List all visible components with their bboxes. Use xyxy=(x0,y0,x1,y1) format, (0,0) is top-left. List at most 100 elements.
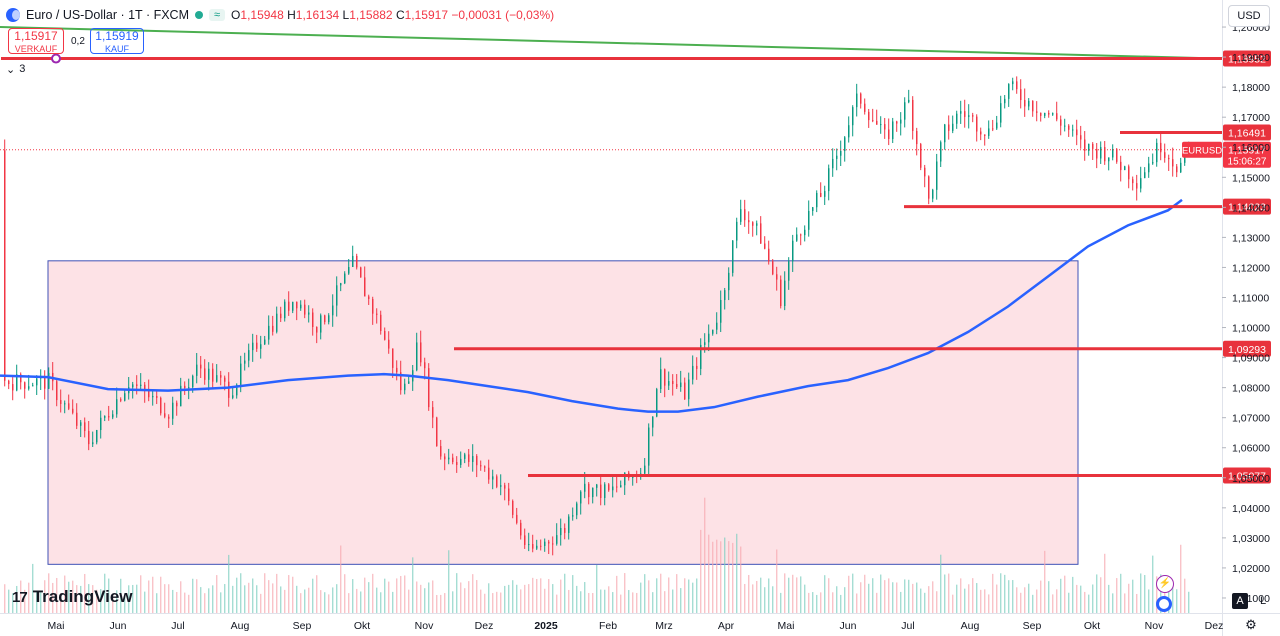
volume-bar xyxy=(724,537,726,613)
sell-button[interactable]: 1,15917 VERKAUF xyxy=(8,28,64,54)
candle-body xyxy=(668,381,670,386)
log-scale-button[interactable]: L xyxy=(1259,595,1267,607)
volume-bar xyxy=(1080,585,1082,613)
y-tick-label: 1,06000 xyxy=(1232,443,1270,455)
price-level-label: 1,05077 xyxy=(1228,470,1266,482)
symbol-title[interactable]: Euro / US-Dollar · 1T · FXCM xyxy=(26,8,189,22)
price-level-tag xyxy=(1223,124,1271,141)
candle-body xyxy=(516,514,518,523)
candle-body xyxy=(20,374,22,383)
volume-bar xyxy=(480,589,482,613)
volume-bar xyxy=(792,574,794,613)
candle-body xyxy=(192,375,194,388)
volume-bar xyxy=(588,592,590,613)
volume-bar xyxy=(604,589,606,613)
candle-body xyxy=(316,327,318,333)
indicator-toggle[interactable]: ⌄ 3 xyxy=(6,62,25,76)
volume-bar xyxy=(892,582,894,613)
volume-bar xyxy=(884,580,886,613)
bolt-icon[interactable]: ⚡ xyxy=(1156,575,1174,593)
volume-bar xyxy=(1044,550,1046,613)
candle-body xyxy=(1080,135,1082,140)
candle-body xyxy=(1016,81,1018,90)
volume-bar xyxy=(932,581,934,613)
candle-body xyxy=(592,487,594,498)
volume-bar xyxy=(968,584,970,613)
candle-body xyxy=(432,407,434,418)
volume-bar xyxy=(1176,589,1178,613)
currency-button[interactable]: USD xyxy=(1228,5,1270,27)
volume-bar xyxy=(996,584,998,613)
candle-body xyxy=(340,283,342,286)
volume-bar xyxy=(452,591,454,613)
volume-bar xyxy=(1184,578,1186,613)
candle-body xyxy=(604,484,606,498)
candle-body xyxy=(780,279,782,306)
candle-body xyxy=(808,210,810,230)
candle-body xyxy=(488,467,490,480)
candle-body xyxy=(88,430,90,445)
candle-body xyxy=(536,545,538,549)
volume-bar xyxy=(772,586,774,613)
candle-body xyxy=(64,403,66,405)
volume-bar xyxy=(648,580,650,613)
candle-body xyxy=(228,381,230,398)
volume-bar xyxy=(924,592,926,613)
tradingview-logo[interactable]: 17 TradingView xyxy=(12,587,133,606)
candle-body xyxy=(140,384,142,387)
volume-bar xyxy=(872,578,874,613)
gear-icon[interactable]: ⚙ xyxy=(1245,617,1257,632)
indicator-circle-icon[interactable] xyxy=(1156,596,1172,612)
price-level-tag xyxy=(1223,340,1271,357)
support-zone xyxy=(47,260,1079,565)
volume-bar xyxy=(68,581,70,613)
volume-bar xyxy=(152,576,154,613)
buy-button[interactable]: 1,15919 KAUF xyxy=(90,28,144,54)
candle-body xyxy=(644,465,646,474)
candle-body xyxy=(956,113,958,124)
volume-bar xyxy=(348,593,350,613)
volume-bar xyxy=(1104,553,1106,613)
candle-body xyxy=(348,267,350,274)
candle-body xyxy=(48,372,50,389)
volume-bar xyxy=(304,589,306,613)
volume-bar xyxy=(236,577,238,613)
candle-body xyxy=(180,385,182,407)
candle-body xyxy=(176,402,178,407)
volume-bar xyxy=(120,578,122,613)
candle-body xyxy=(276,313,278,332)
volume-bar xyxy=(432,580,434,613)
volume-bar xyxy=(412,557,414,613)
x-tick-label: Mrz xyxy=(655,620,673,632)
last-price-tag xyxy=(1223,141,1271,168)
volume-bar xyxy=(24,589,26,613)
candle-body xyxy=(624,472,626,486)
volume-bar xyxy=(344,574,346,613)
candle-body xyxy=(952,123,954,131)
candle-body xyxy=(8,380,10,385)
volume-bar xyxy=(980,589,982,613)
candle-body xyxy=(856,93,858,108)
volume-bar xyxy=(472,574,474,613)
auto-scale-button[interactable]: A xyxy=(1232,593,1248,609)
volume-bar xyxy=(908,579,910,613)
candle-body xyxy=(888,129,890,139)
volume-bar xyxy=(184,592,186,613)
x-tick-label: Sep xyxy=(1023,620,1042,632)
volume-bar xyxy=(576,585,578,613)
price-change: −0,00031 (−0,03%) xyxy=(451,8,555,22)
volume-bar xyxy=(740,546,742,613)
candle-body xyxy=(560,527,562,536)
volume-bar xyxy=(536,578,538,613)
x-tick-label: Jun xyxy=(840,620,857,632)
volume-bar xyxy=(904,579,906,613)
data-mode-badge[interactable]: ≈ xyxy=(209,9,226,21)
volume-bar xyxy=(200,587,202,613)
x-tick-label: Nov xyxy=(415,620,434,632)
volume-bar xyxy=(212,585,214,613)
volume-bar xyxy=(12,593,14,613)
candle-body xyxy=(620,485,622,488)
volume-bar xyxy=(1172,587,1174,613)
y-tick-label: 1,15000 xyxy=(1232,172,1270,184)
